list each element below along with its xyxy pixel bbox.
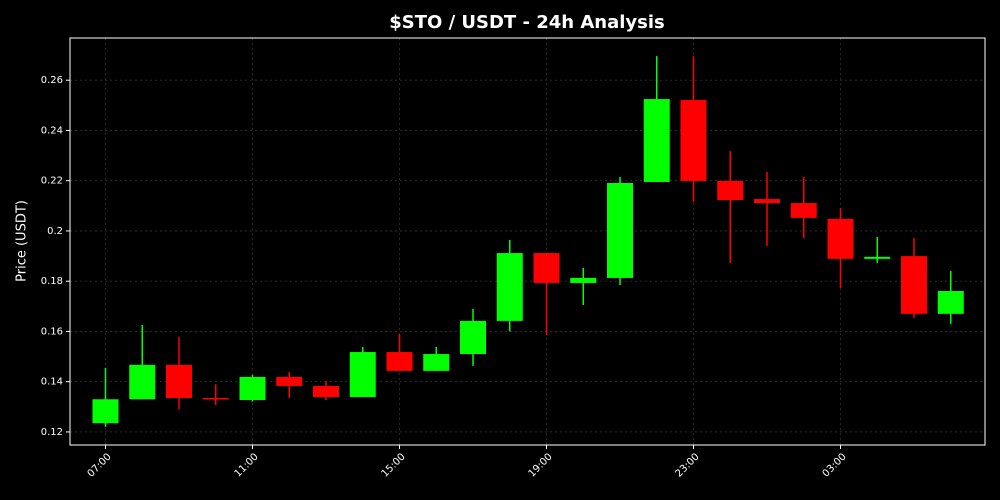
candle-body [937,290,964,314]
candle-body [92,399,119,424]
candle-body [423,354,450,371]
candle-body [607,182,633,278]
candle-body [643,99,670,182]
y-tick-label: 0.16 [41,326,63,337]
candle-body [239,376,266,401]
y-tick-label: 0.2 [47,226,63,237]
candle-body [864,256,891,259]
candle-body [349,352,376,398]
candle-body [901,256,927,314]
candle-body [570,277,597,283]
y-tick-label: 0.12 [41,427,63,438]
y-tick-label: 0.14 [41,377,63,388]
candle-body [717,180,744,201]
y-tick-label: 0.22 [41,176,63,187]
candle-body [790,203,817,218]
candle-body [202,398,229,400]
y-axis-label: Price (USDT) [15,200,30,282]
axes-frame [69,37,986,446]
candle-body [827,218,854,259]
candle-body [313,385,339,398]
candle-body [754,199,780,204]
candle-body [129,364,156,400]
candle-body [460,320,486,355]
y-tick-label: 0.26 [41,75,63,86]
y-tick-label: 0.24 [41,125,63,136]
candle-body [166,364,192,399]
candle-body [680,100,707,181]
candle-body [386,352,413,371]
y-tick-label: 0.18 [41,276,63,287]
chart-title: $STO / USDT - 24h Analysis [389,12,665,33]
candle-body [276,376,303,386]
candle-body [533,253,560,283]
candle-body [496,253,523,321]
